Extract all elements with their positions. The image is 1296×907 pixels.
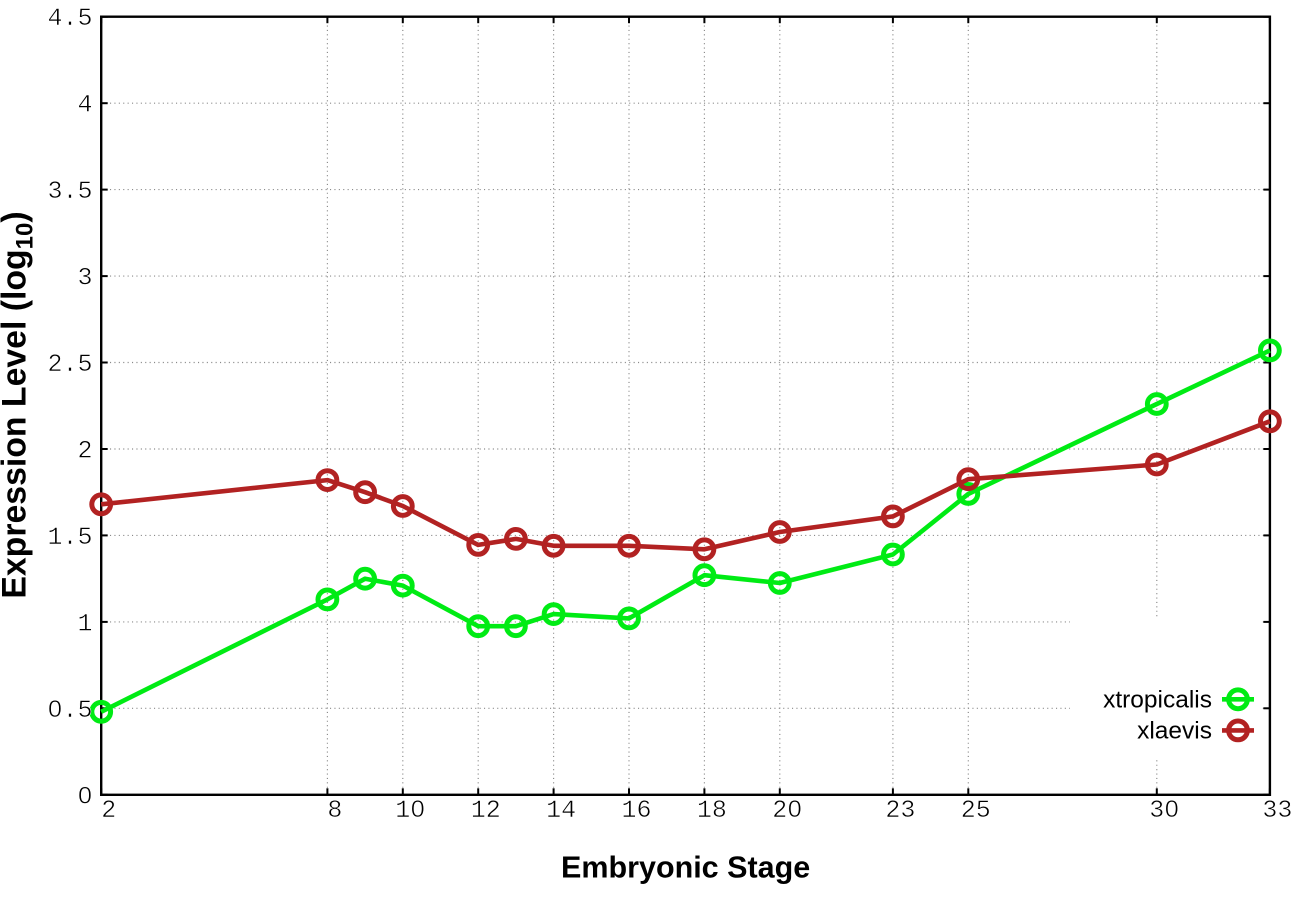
svg-text:4: 4 <box>77 91 92 120</box>
svg-text:14: 14 <box>546 796 576 825</box>
svg-text:0.5: 0.5 <box>47 696 92 725</box>
svg-text:3: 3 <box>77 264 92 293</box>
svg-text:3.5: 3.5 <box>47 177 92 206</box>
svg-text:xtropicalis: xtropicalis <box>1103 686 1212 713</box>
svg-text:25: 25 <box>961 796 991 825</box>
svg-text:Embryonic Stage: Embryonic Stage <box>561 851 810 885</box>
svg-text:16: 16 <box>621 796 651 825</box>
svg-text:Expression Level (log10): Expression Level (log10) <box>0 211 39 598</box>
svg-text:1.5: 1.5 <box>47 523 92 552</box>
svg-text:20: 20 <box>772 796 802 825</box>
svg-text:18: 18 <box>697 796 727 825</box>
svg-text:33: 33 <box>1262 796 1292 825</box>
svg-text:1: 1 <box>77 609 92 638</box>
svg-text:2: 2 <box>101 796 116 825</box>
svg-text:8: 8 <box>327 796 342 825</box>
svg-text:4.5: 4.5 <box>47 4 92 33</box>
svg-text:12: 12 <box>471 796 501 825</box>
svg-text:2: 2 <box>77 437 92 466</box>
svg-text:2.5: 2.5 <box>47 350 92 379</box>
svg-text:23: 23 <box>885 796 915 825</box>
svg-text:30: 30 <box>1149 796 1179 825</box>
svg-text:10: 10 <box>395 796 425 825</box>
svg-text:xlaevis: xlaevis <box>1137 717 1212 744</box>
